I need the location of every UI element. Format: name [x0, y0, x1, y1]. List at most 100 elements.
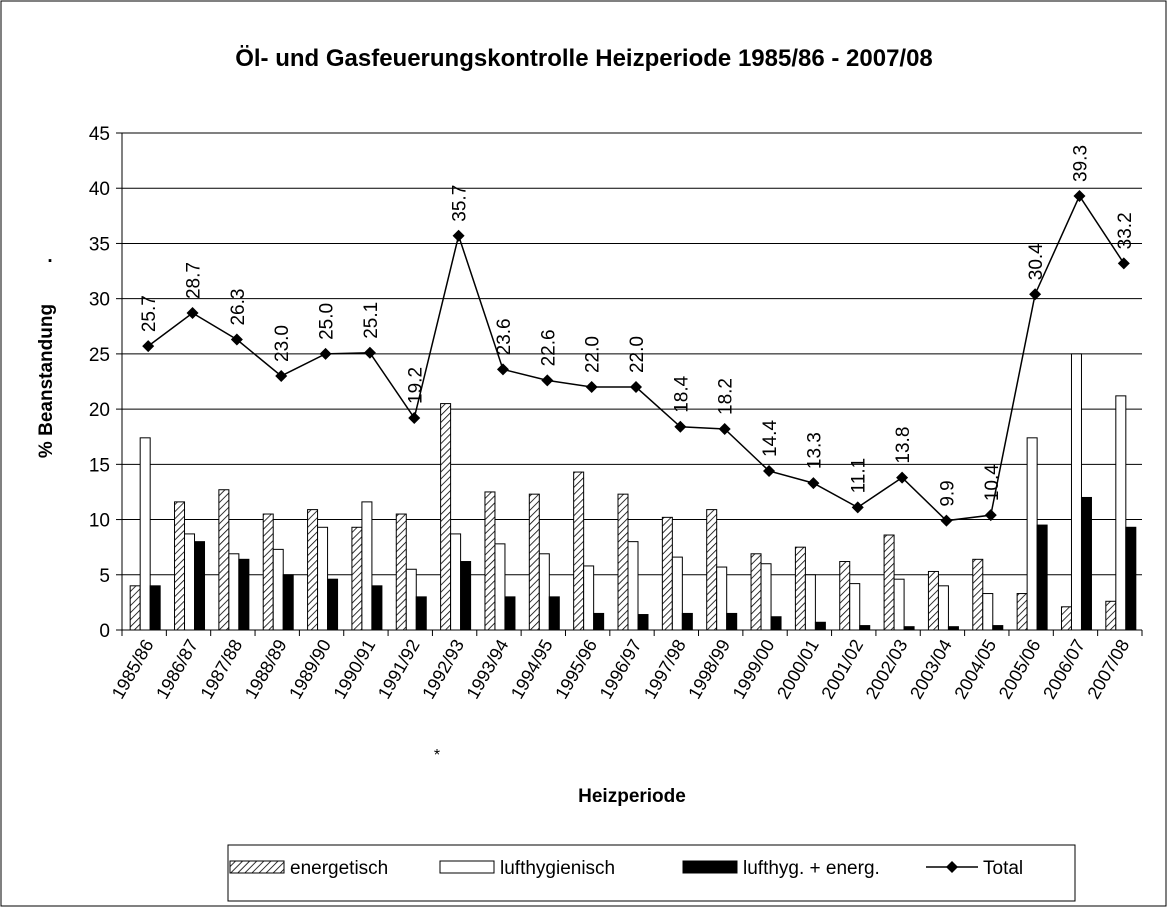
bar	[814, 621, 826, 631]
bar	[149, 585, 161, 631]
data-label: 28.7	[184, 262, 205, 299]
bar	[681, 612, 693, 631]
bar	[706, 509, 718, 631]
data-label: 25.1	[361, 302, 382, 339]
legend-swatch	[439, 860, 495, 874]
bar	[504, 596, 516, 631]
data-label: 22.0	[627, 336, 648, 373]
bar	[573, 471, 585, 631]
line-marker	[408, 411, 421, 424]
line-marker	[541, 374, 554, 387]
bar	[327, 578, 339, 631]
bar	[460, 561, 472, 631]
data-label: 19.2	[405, 367, 426, 404]
bar	[883, 534, 895, 631]
bar	[992, 625, 1004, 631]
bar	[282, 574, 294, 631]
bar	[927, 570, 939, 631]
bar	[893, 578, 905, 631]
legend-swatch	[946, 861, 958, 873]
bar	[794, 546, 806, 631]
bar	[351, 526, 363, 631]
bar	[272, 548, 284, 631]
legend-swatch	[229, 860, 285, 874]
bar	[317, 526, 329, 631]
line-marker	[940, 514, 953, 527]
data-label: 25.0	[317, 303, 338, 340]
bar	[1060, 606, 1072, 631]
bar	[583, 565, 595, 631]
chart-title: Öl- und Gasfeuerungskontrolle Heizperiod…	[235, 45, 933, 72]
bar	[361, 501, 373, 631]
bar	[184, 533, 196, 631]
y-tick-label: 40	[89, 179, 110, 200]
bar	[228, 553, 240, 631]
y-tick-label: 30	[89, 290, 110, 311]
data-label: 9.9	[937, 480, 958, 506]
line-marker	[452, 229, 465, 242]
legend-label: energetisch	[290, 858, 388, 879]
bar	[770, 616, 782, 631]
data-label: 14.4	[760, 420, 781, 457]
line-marker	[1073, 189, 1086, 202]
legend	[227, 844, 1076, 902]
bar	[1070, 353, 1082, 631]
bar	[661, 516, 673, 631]
line-marker	[319, 347, 332, 360]
bar	[528, 493, 540, 631]
bar	[982, 593, 994, 631]
data-label: 33.2	[1115, 212, 1136, 249]
y-tick-label: 20	[89, 400, 110, 421]
line-marker	[807, 477, 820, 490]
bar	[371, 585, 383, 631]
bar	[937, 585, 949, 631]
line-marker	[275, 369, 288, 382]
bar	[671, 556, 683, 631]
annotation: .	[47, 246, 52, 267]
bar	[637, 614, 649, 631]
data-label: 23.0	[272, 325, 293, 362]
annotation: *	[434, 747, 440, 764]
y-tick-label: 5	[99, 566, 110, 587]
bar	[484, 491, 496, 631]
line-marker	[674, 420, 687, 433]
y-axis-label: % Beanstandung	[36, 304, 57, 458]
bar	[593, 612, 605, 631]
line-marker	[186, 307, 199, 320]
bar	[760, 563, 772, 631]
line-marker	[630, 381, 642, 394]
bar	[1115, 395, 1127, 631]
legend-label: Total	[983, 858, 1023, 879]
line-marker	[496, 363, 509, 376]
bar	[1026, 437, 1038, 631]
bar	[450, 533, 462, 631]
bar	[804, 574, 816, 631]
bar	[405, 568, 417, 631]
bar	[129, 585, 141, 631]
data-label: 22.0	[583, 336, 604, 373]
data-label: 23.6	[494, 318, 515, 355]
bar	[395, 513, 407, 631]
bar	[218, 489, 230, 631]
data-label: 18.4	[671, 375, 692, 412]
bar	[262, 513, 274, 631]
y-tick-label: 45	[89, 124, 110, 145]
line-marker	[718, 422, 731, 435]
line-marker	[142, 340, 155, 353]
bar	[859, 625, 871, 631]
y-tick-label: 25	[89, 345, 110, 366]
bar	[415, 596, 427, 631]
y-tick-label: 0	[99, 621, 110, 642]
bar	[1105, 600, 1117, 631]
line-marker	[896, 471, 909, 484]
bar	[139, 437, 151, 631]
data-label: 30.4	[1026, 243, 1047, 280]
bar	[1036, 524, 1048, 631]
bar	[548, 596, 560, 631]
bar	[194, 541, 206, 631]
bar	[617, 493, 629, 631]
data-label: 10.4	[982, 464, 1003, 501]
data-label: 39.3	[1070, 145, 1091, 182]
